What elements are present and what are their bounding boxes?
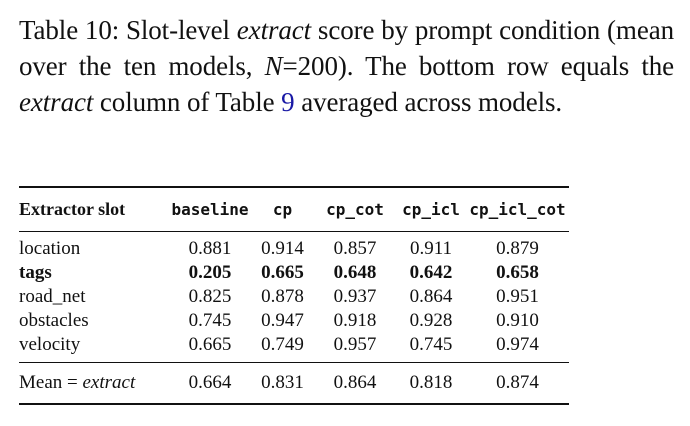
table-row: velocity 0.665 0.749 0.957 0.745 0.974 [19, 333, 569, 357]
cell-value: 0.857 [333, 238, 377, 259]
mean-row: Mean = extract 0.664 0.831 0.864 0.818 0… [19, 362, 569, 405]
table-row: tags 0.205 0.665 0.648 0.642 0.658 [19, 261, 569, 285]
cell-value: 0.648 [333, 262, 377, 283]
mean-row-label: Mean = extract [19, 363, 169, 405]
table-row: location 0.881 0.914 0.857 0.911 0.879 [19, 237, 569, 261]
caption-text: score by prompt condition (mean over the… [19, 15, 674, 81]
cell-value: 0.911 [409, 238, 453, 259]
cell-value: 0.947 [261, 310, 304, 331]
mean-value: 0.664 [188, 372, 232, 393]
cell-value: 0.878 [261, 286, 304, 307]
cell-value: 0.205 [188, 262, 232, 283]
header-baseline: baseline [171, 200, 249, 219]
cell-value: 0.658 [496, 262, 539, 283]
caption-label: Table 10: [19, 15, 120, 45]
header-cp: cp [272, 200, 293, 219]
cell-value: 0.951 [496, 286, 539, 307]
header-cp-icl-cot: cp_icl_cot [469, 200, 566, 219]
mean-value: 0.818 [409, 372, 453, 393]
caption-text: averaged across models. [294, 87, 563, 117]
header-extractor-slot: Extractor slot [19, 199, 126, 219]
cell-value: 0.910 [496, 310, 539, 331]
table-caption: Table 10: Slot-level extract score by pr… [19, 12, 674, 120]
cell-value: 0.642 [409, 262, 453, 283]
header-cp-cot: cp_cot [326, 200, 384, 219]
cell-value: 0.974 [496, 334, 539, 355]
caption-text: =200). The bottom row equals the [282, 51, 675, 81]
header-cp-icl: cp_icl [402, 200, 460, 219]
table-row: obstacles 0.745 0.947 0.918 0.928 0.910 [19, 309, 569, 333]
cell-value: 0.879 [496, 238, 539, 259]
caption-emphasis: extract [19, 87, 94, 117]
mean-label-emphasis: extract [82, 372, 136, 393]
table-reference-link[interactable]: 9 [281, 87, 295, 117]
cell-value: 0.665 [188, 334, 232, 355]
slot-name: velocity [19, 334, 81, 355]
cell-value: 0.914 [261, 238, 304, 259]
cell-value: 0.864 [409, 286, 453, 307]
cell-value: 0.881 [188, 238, 232, 259]
table-header-row: Extractor slot baseline cp cp_cot cp_icl… [19, 187, 569, 232]
slot-name: tags [19, 262, 52, 283]
mean-value: 0.831 [261, 372, 304, 393]
cell-value: 0.745 [188, 310, 232, 331]
mean-value: 0.874 [496, 372, 539, 393]
mean-value: 0.864 [333, 372, 377, 393]
slot-name: obstacles [19, 310, 89, 331]
cell-value: 0.825 [188, 286, 232, 307]
caption-emphasis: extract [236, 15, 312, 45]
cell-value: 0.918 [333, 310, 377, 331]
cell-value: 0.749 [261, 334, 304, 355]
table-row: road_net 0.825 0.878 0.937 0.864 0.951 [19, 285, 569, 309]
slot-name: location [19, 238, 81, 259]
slot-name: road_net [19, 286, 86, 307]
caption-math-variable: N [264, 51, 283, 81]
cell-value: 0.957 [333, 334, 377, 355]
cell-value: 0.937 [333, 286, 377, 307]
caption-text: Slot-level [119, 15, 237, 45]
cell-value: 0.745 [409, 334, 453, 355]
mean-label-prefix: Mean = [19, 372, 83, 393]
caption-text: column of Table [93, 87, 282, 117]
slot-score-table: Extractor slot baseline cp cp_cot cp_icl… [19, 186, 569, 405]
cell-value: 0.665 [261, 262, 304, 283]
cell-value: 0.928 [409, 310, 453, 331]
